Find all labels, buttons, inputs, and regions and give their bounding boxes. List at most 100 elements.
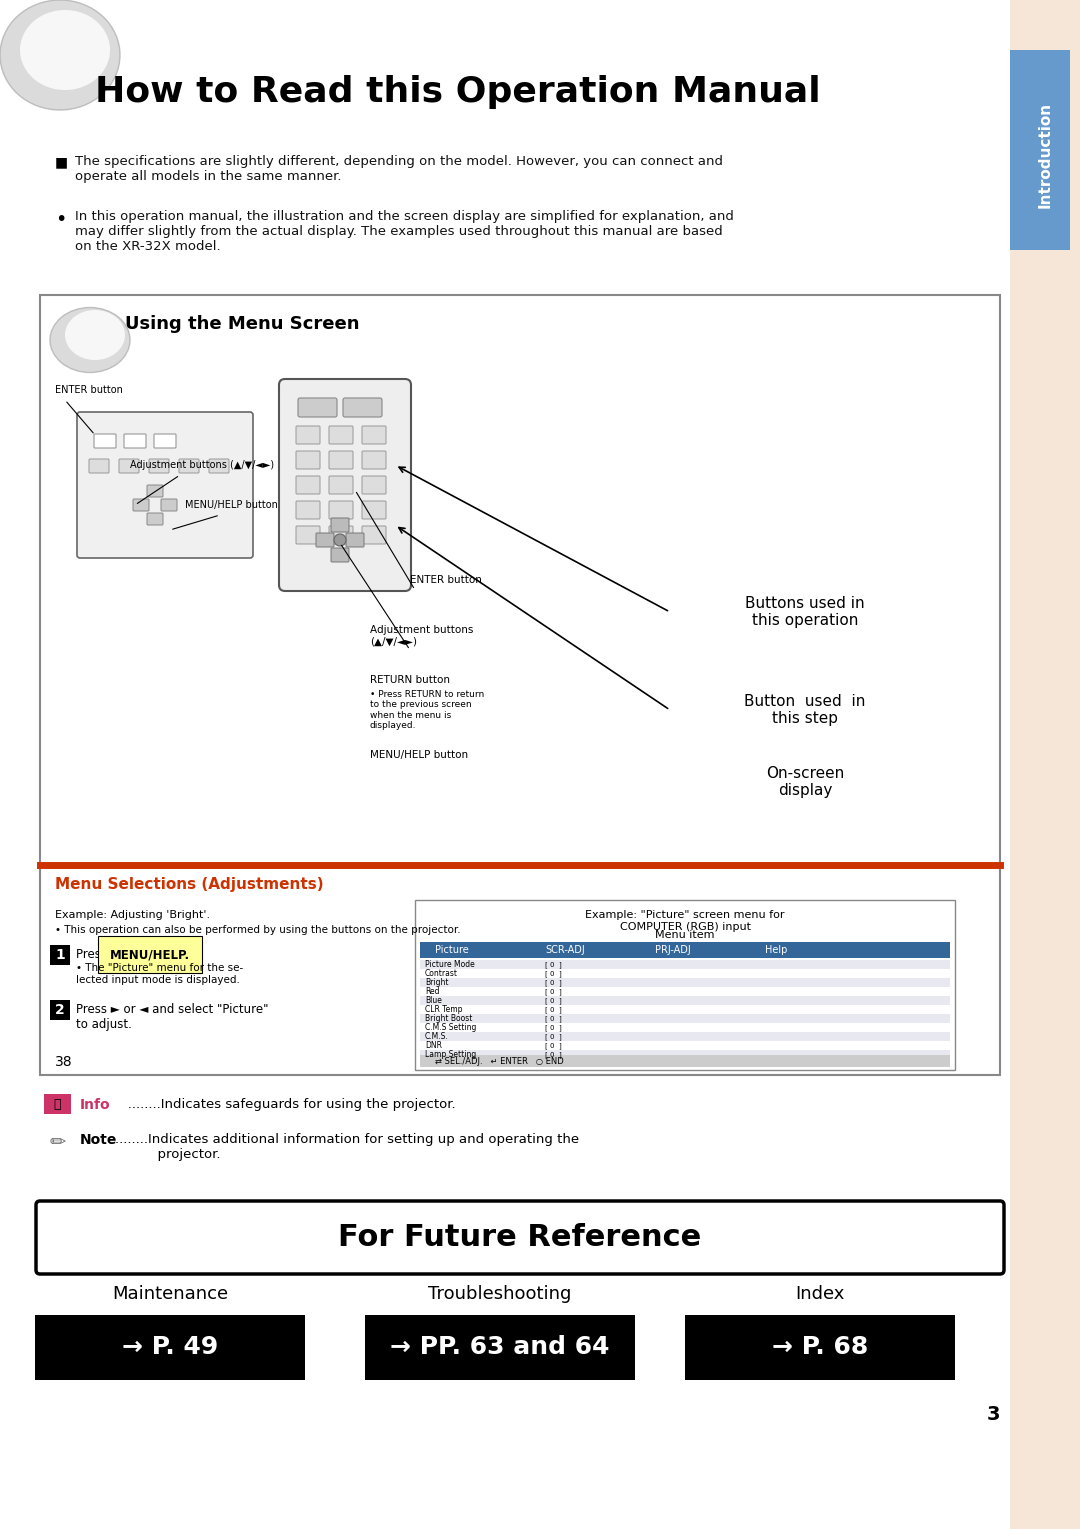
Text: ■: ■ [55, 154, 68, 170]
FancyBboxPatch shape [298, 398, 337, 417]
Text: Picture: Picture [435, 945, 469, 956]
FancyBboxPatch shape [210, 459, 229, 472]
Text: DNR: DNR [426, 1041, 442, 1050]
Text: Contrast: Contrast [426, 969, 458, 979]
Text: Troubleshooting: Troubleshooting [429, 1284, 571, 1303]
Text: Bright Boost: Bright Boost [426, 1014, 472, 1023]
FancyBboxPatch shape [330, 518, 349, 532]
Text: [ 0  ]: [ 0 ] [545, 979, 562, 986]
Text: Menu Selections (Adjustments): Menu Selections (Adjustments) [55, 878, 324, 891]
FancyBboxPatch shape [420, 942, 950, 959]
FancyBboxPatch shape [329, 427, 353, 443]
Text: → P. 49: → P. 49 [122, 1335, 218, 1359]
Text: 📖: 📖 [53, 1098, 60, 1110]
FancyBboxPatch shape [420, 988, 950, 995]
FancyBboxPatch shape [362, 476, 386, 494]
Text: 2: 2 [55, 1003, 65, 1017]
FancyBboxPatch shape [94, 434, 116, 448]
Text: Introduction: Introduction [1038, 102, 1053, 208]
Text: PRJ-ADJ: PRJ-ADJ [654, 945, 691, 956]
FancyBboxPatch shape [179, 459, 199, 472]
FancyBboxPatch shape [147, 514, 163, 524]
Text: [ 0  ]: [ 0 ] [545, 1006, 562, 1012]
Text: [ 0  ]: [ 0 ] [545, 1034, 562, 1040]
Text: Press ► or ◄ and select "Picture"
to adjust.: Press ► or ◄ and select "Picture" to adj… [76, 1003, 269, 1031]
Text: [ 0  ]: [ 0 ] [545, 1043, 562, 1049]
FancyBboxPatch shape [362, 502, 386, 518]
FancyBboxPatch shape [667, 583, 943, 644]
FancyBboxPatch shape [50, 945, 70, 965]
Text: ⇄ SEL./ADJ.   ↵ ENTER   ○ END: ⇄ SEL./ADJ. ↵ ENTER ○ END [435, 1057, 564, 1066]
FancyBboxPatch shape [365, 1315, 635, 1381]
Text: SCR-ADJ: SCR-ADJ [545, 945, 584, 956]
FancyBboxPatch shape [330, 547, 349, 563]
Text: [ 0  ]: [ 0 ] [545, 1024, 562, 1031]
FancyBboxPatch shape [362, 427, 386, 443]
FancyBboxPatch shape [420, 1055, 950, 1067]
FancyBboxPatch shape [133, 498, 149, 511]
Text: Note: Note [80, 1133, 118, 1147]
FancyBboxPatch shape [329, 451, 353, 469]
Text: Button  used  in
this step: Button used in this step [744, 694, 866, 726]
Text: ENTER button: ENTER button [410, 575, 482, 586]
FancyBboxPatch shape [420, 995, 950, 1005]
Text: For Future Reference: For Future Reference [338, 1223, 702, 1252]
Text: Example: "Picture" screen menu for
COMPUTER (RGB) input: Example: "Picture" screen menu for COMPU… [585, 910, 785, 931]
Text: Info: Info [80, 1098, 110, 1112]
FancyBboxPatch shape [44, 1095, 71, 1115]
Text: C.M.S Setting: C.M.S Setting [426, 1023, 476, 1032]
Text: ENTER button: ENTER button [55, 385, 123, 394]
Text: [ 0  ]: [ 0 ] [545, 962, 562, 968]
Text: The specifications are slightly different, depending on the model. However, you : The specifications are slightly differen… [75, 154, 723, 183]
FancyBboxPatch shape [420, 1005, 950, 1014]
FancyBboxPatch shape [420, 979, 950, 988]
Text: Menu item: Menu item [656, 930, 715, 940]
Text: MENU/HELP button: MENU/HELP button [185, 500, 278, 511]
Text: 3: 3 [986, 1405, 1000, 1423]
Text: Help: Help [765, 945, 787, 956]
FancyBboxPatch shape [161, 498, 177, 511]
Text: Blue: Blue [426, 995, 442, 1005]
Text: CLR Temp: CLR Temp [426, 1005, 462, 1014]
Text: [ 0  ]: [ 0 ] [545, 1050, 562, 1058]
Text: Buttons used in
this operation: Buttons used in this operation [745, 596, 865, 628]
FancyBboxPatch shape [296, 526, 320, 544]
FancyBboxPatch shape [685, 1315, 955, 1381]
FancyBboxPatch shape [1010, 0, 1080, 1529]
FancyBboxPatch shape [296, 427, 320, 443]
FancyBboxPatch shape [329, 476, 353, 494]
Text: In this operation manual, the illustration and the screen display are simplified: In this operation manual, the illustrati… [75, 209, 734, 252]
FancyBboxPatch shape [35, 1315, 305, 1381]
Text: MENU/HELP.: MENU/HELP. [110, 948, 190, 962]
Text: • This operation can also be performed by using the buttons on the projector.: • This operation can also be performed b… [55, 925, 461, 936]
Ellipse shape [50, 307, 130, 373]
FancyBboxPatch shape [89, 459, 109, 472]
FancyBboxPatch shape [420, 960, 950, 969]
Text: Adjustment buttons (▲/▼/◄►): Adjustment buttons (▲/▼/◄►) [130, 460, 274, 469]
FancyBboxPatch shape [149, 459, 168, 472]
FancyBboxPatch shape [343, 398, 382, 417]
Ellipse shape [0, 0, 120, 110]
Text: Press: Press [76, 948, 111, 962]
FancyBboxPatch shape [77, 411, 253, 558]
FancyBboxPatch shape [147, 485, 163, 497]
FancyBboxPatch shape [124, 434, 146, 448]
FancyBboxPatch shape [296, 451, 320, 469]
FancyBboxPatch shape [279, 379, 411, 592]
Text: C.M.S.: C.M.S. [426, 1032, 449, 1041]
Text: ✏: ✏ [50, 1133, 66, 1151]
FancyBboxPatch shape [296, 476, 320, 494]
Text: Bright: Bright [426, 979, 448, 988]
FancyBboxPatch shape [316, 534, 334, 547]
Text: ........Indicates additional information for setting up and operating the
      : ........Indicates additional information… [114, 1133, 579, 1161]
FancyBboxPatch shape [667, 682, 943, 739]
Text: On-screen
display: On-screen display [766, 766, 845, 798]
FancyBboxPatch shape [362, 451, 386, 469]
Text: [ 0  ]: [ 0 ] [545, 988, 562, 995]
Ellipse shape [65, 310, 125, 359]
FancyBboxPatch shape [420, 1041, 950, 1050]
FancyBboxPatch shape [1010, 50, 1070, 251]
Text: RETURN button: RETURN button [370, 674, 450, 685]
Text: MENU/HELP button: MENU/HELP button [370, 751, 468, 760]
FancyBboxPatch shape [667, 757, 943, 807]
